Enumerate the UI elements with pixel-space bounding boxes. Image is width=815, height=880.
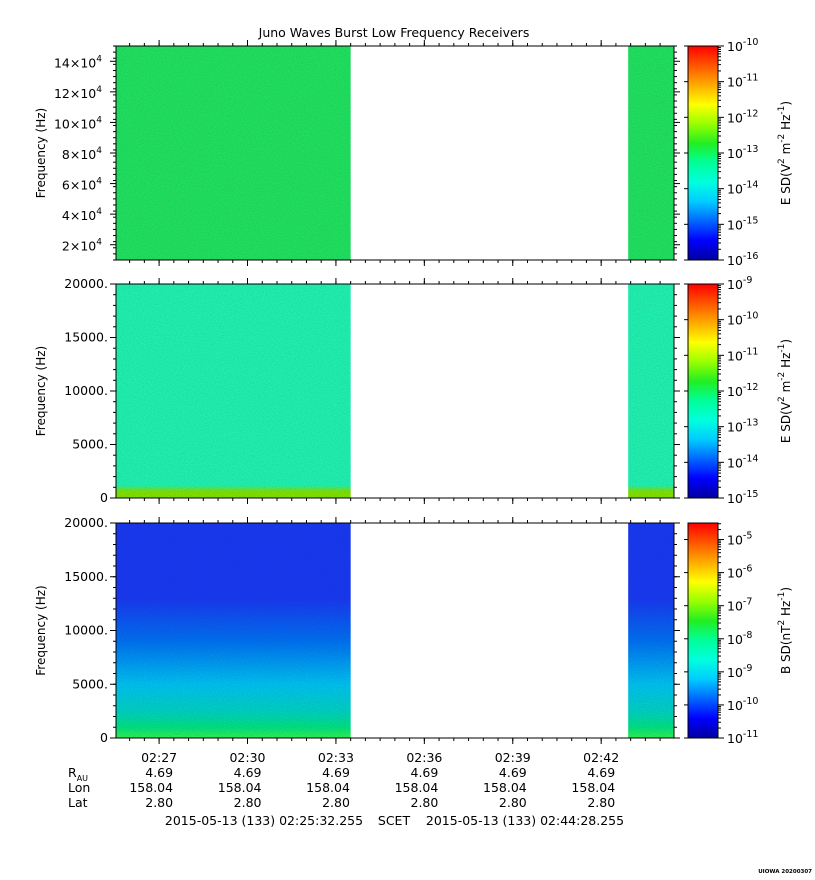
y-tick-label: 0 xyxy=(100,730,108,745)
colorbar-scale xyxy=(687,283,719,499)
colorbar-tick-label: 10-12 xyxy=(727,108,758,125)
spectrogram-panel-2: 0 5000. 10000. 15000. 20000. Frequency (Hz) xyxy=(34,276,680,505)
colorbar-tick-label: 10-13 xyxy=(727,144,758,161)
colorbar-tick-label: 10-9 xyxy=(727,275,752,292)
x-tick-label: 02:36 xyxy=(406,750,442,765)
spectrogram-panel-1: 2×104 4×104 6×104 8×104 10×104 12×104 14×104 Fr… xyxy=(34,40,680,266)
colorbar-label: B SD(nT2 Hz-1) xyxy=(777,587,793,674)
x-tick-label: 02:30 xyxy=(229,750,265,765)
colorbar-tick-label: 10-5 xyxy=(727,531,752,548)
ephem-row-label-lon: Lon xyxy=(68,780,90,795)
colorbar-tick-label: 10-8 xyxy=(727,630,752,647)
y-tick-label: 6×104 xyxy=(62,177,102,193)
footer-start: 2015-05-13 (133) 02:25:32.255 xyxy=(165,813,363,828)
ephem-lat-value: 2.80 xyxy=(234,795,262,810)
ephem-lon-value: 158.04 xyxy=(129,780,173,795)
y-tick-label: 8×104 xyxy=(62,146,102,162)
y-tick-label: 14×104 xyxy=(54,54,102,70)
colorbar-tick-label: 10-14 xyxy=(727,180,758,197)
spectrogram-noise xyxy=(116,523,351,738)
ephem-lon-value: 158.04 xyxy=(483,780,527,795)
y-tick-label: 0 xyxy=(100,490,108,505)
colorbar-tick-label: 10-13 xyxy=(727,418,758,435)
ephem-row-label-lat: Lat xyxy=(68,795,88,810)
ephem-rau-value: 4.69 xyxy=(145,765,173,780)
colorbar-tick-label: 10-10 xyxy=(727,696,758,713)
colorbar-tick-label: 10-11 xyxy=(727,729,758,746)
colorbar-scale xyxy=(687,522,719,739)
y-tick-label: 12×104 xyxy=(54,85,102,101)
ephem-lat-value: 2.80 xyxy=(499,795,527,810)
colorbar-tick-label: 10-10 xyxy=(727,37,758,54)
chart-title: Juno Waves Burst Low Frequency Receivers xyxy=(258,25,530,40)
y-tick-label: 10000. xyxy=(64,383,108,398)
colorbar-tick-label: 10-16 xyxy=(727,251,758,268)
ephem-lon-value: 158.04 xyxy=(306,780,350,795)
y-tick-label: 5000. xyxy=(72,437,108,452)
spectrogram-noise xyxy=(116,46,351,260)
footer-scet: SCET xyxy=(378,813,411,828)
colorbar-tick-label: 10-10 xyxy=(727,311,758,328)
colorbar-tick-label: 10-12 xyxy=(727,382,758,399)
ephem-lon-value: 158.04 xyxy=(571,780,615,795)
ephem-rau-value: 4.69 xyxy=(234,765,262,780)
ephem-lon-value: 158.04 xyxy=(218,780,262,795)
colorbar-tick-label: 10-15 xyxy=(727,215,758,232)
y-tick-label: 4×104 xyxy=(62,207,102,223)
x-tick-label: 02:39 xyxy=(495,750,531,765)
spectrogram-noise xyxy=(628,46,674,260)
colorbar-scale xyxy=(687,45,719,261)
spectrogram-noise xyxy=(116,284,351,498)
footer-end: 2015-05-13 (133) 02:44:28.255 xyxy=(426,813,624,828)
spectrogram-noise xyxy=(628,523,674,738)
ephem-rau-value: 4.69 xyxy=(411,765,439,780)
colorbar-tick-label: 10-6 xyxy=(727,564,752,581)
spectrogram-panel-3: 0 5000. 10000. 15000. 20000. Frequency (Hz) xyxy=(34,515,680,745)
y-tick-label: 15000. xyxy=(64,569,108,584)
y-tick-label: 20000. xyxy=(64,276,108,291)
y-tick-label: 20000. xyxy=(64,515,108,530)
ephem-lat-value: 2.80 xyxy=(411,795,439,810)
ephem-rau-value: 4.69 xyxy=(499,765,527,780)
y-tick-label: 10×104 xyxy=(54,115,102,131)
y-axis-label: Frequency (Hz) xyxy=(34,585,48,676)
colorbar-1: 10-16 10-15 10-14 10-13 10-12 10-11 10-10 E SD(… xyxy=(684,37,793,268)
ephem-lat-value: 2.80 xyxy=(322,795,350,810)
x-tick-label: 02:33 xyxy=(318,750,354,765)
colorbar-tick-label: 10-11 xyxy=(727,73,758,90)
y-tick-label: 10000. xyxy=(64,623,108,638)
colorbar-2: 10-15 10-14 10-13 10-12 10-11 10-10 10-9 E SD(V… xyxy=(684,275,793,506)
colorbar-3: 10-11 10-10 10-9 10-8 10-7 10-6 10-5 B SD(nT2 H… xyxy=(684,522,793,746)
x-tick-label: 02:27 xyxy=(141,750,177,765)
ephem-rau-value: 4.69 xyxy=(322,765,350,780)
ephem-row-label-rau: RAU xyxy=(68,765,88,783)
ephem-rau-value: 4.69 xyxy=(587,765,615,780)
spectrogram-noise xyxy=(628,284,674,498)
colorbar-tick-label: 10-11 xyxy=(727,346,758,363)
ephem-lat-value: 2.80 xyxy=(145,795,173,810)
x-tick-label: 02:42 xyxy=(583,750,619,765)
colorbar-label: E SD(V2 m-2 Hz-1) xyxy=(777,101,793,205)
y-axis-label: Frequency (Hz) xyxy=(34,346,48,437)
ephem-lon-value: 158.04 xyxy=(395,780,439,795)
colorbar-label: E SD(V2 m-2 Hz-1) xyxy=(777,339,793,443)
y-tick-label: 5000. xyxy=(72,676,108,691)
credit-text: UIOWA 20200307 xyxy=(758,869,812,875)
colorbar-tick-label: 10-15 xyxy=(727,489,758,506)
y-tick-label: 2×104 xyxy=(62,238,102,254)
y-tick-label: 15000. xyxy=(64,330,108,345)
y-axis-label: Frequency (Hz) xyxy=(34,108,48,199)
colorbar-tick-label: 10-7 xyxy=(727,597,752,614)
ephem-lat-value: 2.80 xyxy=(587,795,615,810)
colorbar-tick-label: 10-9 xyxy=(727,663,752,680)
colorbar-tick-label: 10-14 xyxy=(727,453,758,470)
